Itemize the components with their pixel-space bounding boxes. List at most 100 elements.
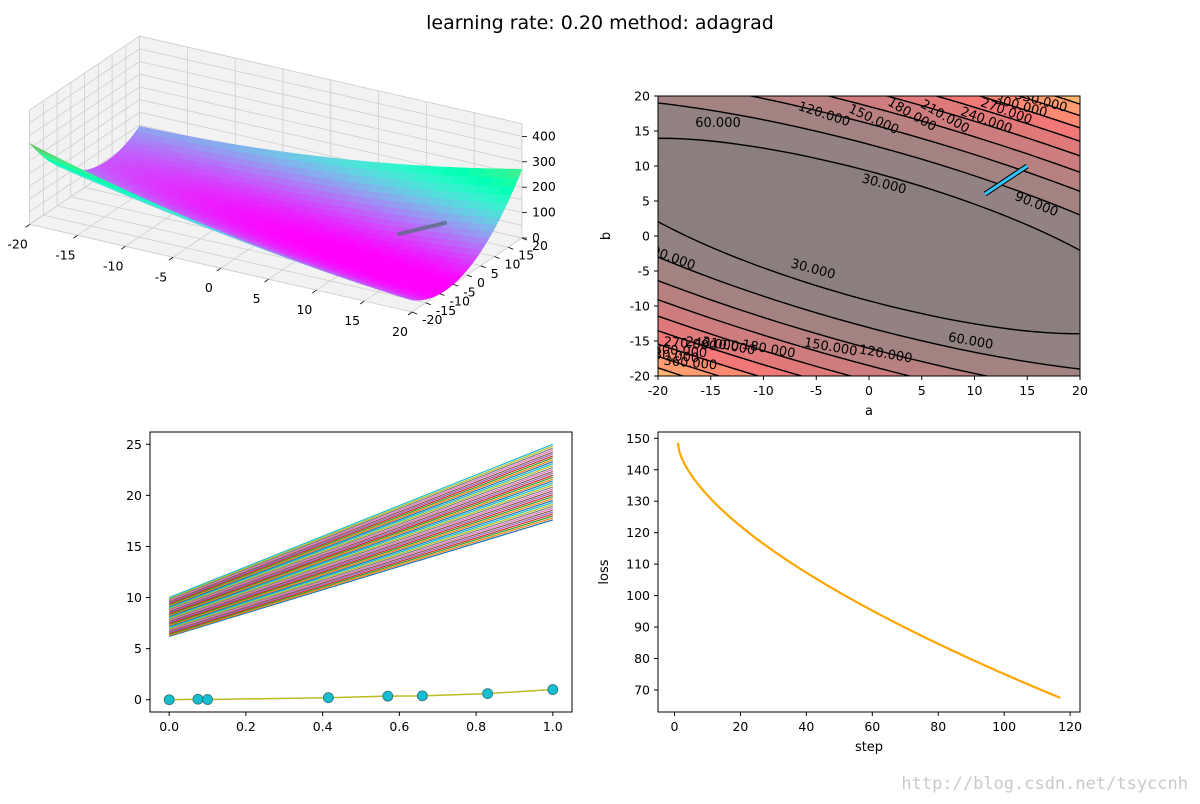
fit-line [168,459,554,607]
surface-mesh [29,125,523,301]
grid-line [29,73,523,163]
x-tick-label: 40 [798,719,814,734]
figure-title: learning rate: 0.20 method: adagrad [426,12,774,34]
x-tick [359,300,365,305]
fit-line [168,463,554,609]
plot-frame [149,431,573,713]
contour-plot: 30.00030.00060.00060.00090.00090.000120.… [599,89,1088,420]
fit-line [168,505,554,630]
fit-line [169,511,553,633]
x-tick-label: 0 [865,383,873,398]
y-tick-label: 5 [642,194,650,209]
fit-line [168,503,554,629]
fit-lines [168,443,554,637]
grid-line [29,61,523,150]
fit-line [168,447,554,601]
surface-3d-plot: -20-15-10-505101520-20-15-10-50510152001… [7,35,556,339]
y-tick-label: 140 [626,462,650,477]
y-tick-label: 0 [477,275,485,290]
fit-line [168,494,554,625]
fit-line [168,488,554,622]
y-tick-label: 15 [634,124,650,139]
y-tick-label: 15 [126,539,142,554]
z-tick-label: 0 [532,230,540,245]
x-tick-label: 10 [296,302,312,317]
x-tick-label: -10 [753,383,773,398]
x-tick [25,224,30,228]
y-tick-label: 100 [626,588,650,603]
fit-line [168,465,554,610]
fit-line [168,466,554,611]
fit-line [169,513,553,634]
x-tick-label: 60 [864,719,880,734]
loss-plot: 0 20 40 60 80 100 120 70 80 90 100 110 120 130 140 150 s… [597,431,1082,755]
y-tick-label: -5 [463,284,475,299]
y-tick-label: 0 [642,229,650,244]
fit-line [168,449,554,602]
y-tick-label: -10 [450,294,470,309]
y-tick-label: -15 [630,334,650,349]
fit-line [169,509,553,632]
x-tick-label: 0 [671,719,679,734]
data-point [482,688,494,700]
contour-label: 240.000 [685,335,740,355]
x-tick-label: 0.0 [159,719,179,734]
y-axis-label: b [599,232,614,240]
x-tick-label: -10 [103,258,123,273]
x-tick-label: 80 [930,719,946,734]
x-axis-label: a [865,404,873,419]
x-tick-label: 10 [967,383,983,398]
x-tick-label: 0.2 [236,719,256,734]
x-tick-label: 20 [392,324,408,339]
descent-path [984,164,1029,196]
x-tick-label: 20 [732,719,748,734]
fit-line [169,517,553,636]
x-tick-label: 0.6 [389,719,409,734]
z-tick-label: 300 [532,154,556,169]
x-tick [312,289,317,294]
contour-fill [658,138,1080,334]
data-point [416,690,428,702]
y-tick-label: 20 [532,238,548,253]
x-tick-label: 15 [1019,383,1035,398]
fit-line [168,507,554,631]
x-tick-label: 15 [344,313,360,328]
fit-line [168,476,554,616]
fit-line [168,497,554,626]
x-tick-label: -5 [155,269,167,284]
x-tick [120,245,126,250]
data-point [322,692,334,704]
z-tick-label: 400 [532,128,556,143]
x-tick-label: 120 [1058,719,1082,734]
data-point [382,690,394,702]
plot-frame [657,431,1081,713]
y-tick-label: 90 [634,620,650,635]
x-tick-label: 5 [918,383,926,398]
y-tick-label: -10 [630,299,650,314]
y-tick-label: 80 [634,651,650,666]
x-tick-label: 0.8 [466,719,486,734]
fit-line [168,474,554,615]
y-tick [425,302,431,306]
data-point [547,684,559,695]
x-tick-label: -15 [701,383,721,398]
data-series [163,684,559,706]
contour-line [658,102,1080,370]
y-tick-label: 130 [626,494,650,509]
fit-line [168,457,554,606]
x-tick-label: 0.4 [313,719,333,734]
fit-line [169,519,553,637]
descent-path [396,220,448,237]
fit-line [168,492,554,624]
x-axis-label: step [855,740,883,755]
x-axis: -20 -15 -10 -5 0 5 10 15 20 [7,224,413,339]
x-tick-label: -20 [7,236,27,251]
y-tick-label: 120 [626,525,650,540]
contour-area: 30.00030.00060.00060.00090.00090.000120.… [653,96,1080,376]
y-tick [439,293,445,296]
contour-label: 300.000 [653,342,708,362]
fit-line [168,486,554,621]
y-tick-label: 10 [634,159,650,174]
